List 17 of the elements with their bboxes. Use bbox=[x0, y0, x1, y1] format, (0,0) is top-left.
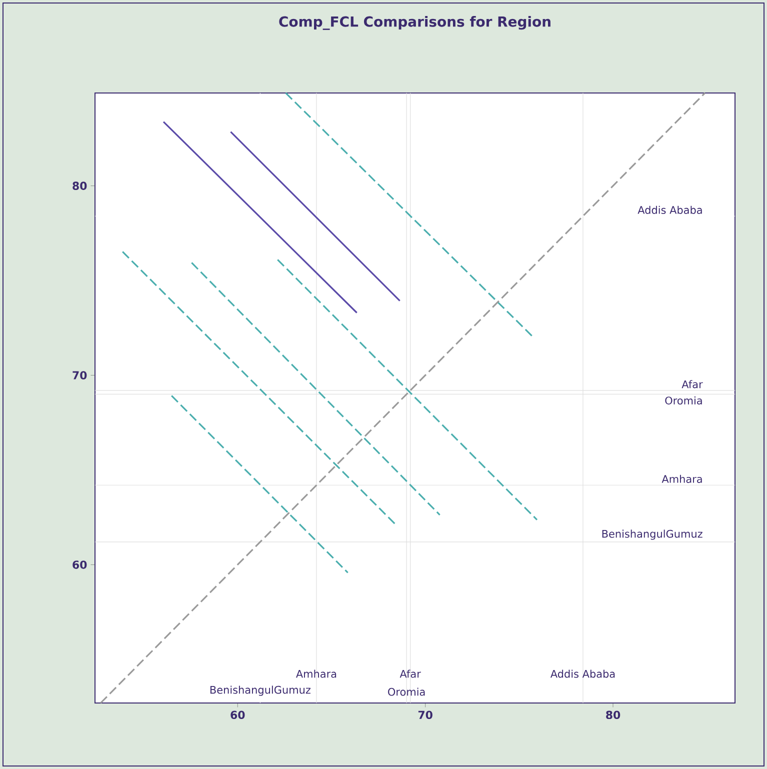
ref-line-label: Amhara bbox=[662, 474, 702, 483]
ref-line-label: Amhara bbox=[296, 670, 336, 678]
ref-line-label: Afar bbox=[682, 380, 703, 388]
x-tick-label: 70 bbox=[418, 710, 432, 720]
ref-line-label: Addis Ababa bbox=[638, 206, 702, 214]
y-tick-label: 80 bbox=[72, 182, 87, 190]
ref-line-label: BenishangulGumuz bbox=[602, 530, 702, 540]
y-tick-label: 70 bbox=[72, 371, 87, 380]
ref-line-label: BenishangulGumuz bbox=[210, 686, 310, 696]
ref-line-label: Afar bbox=[400, 670, 421, 678]
x-tick-label: 60 bbox=[230, 710, 245, 720]
ref-line-label: Oromia bbox=[388, 688, 425, 696]
y-tick-label: 60 bbox=[72, 560, 87, 569]
ref-line-label: Addis Ababa bbox=[550, 670, 615, 678]
ref-line-label: Oromia bbox=[665, 396, 702, 404]
x-tick-label: 80 bbox=[606, 710, 620, 720]
chart-title: Comp_FCL Comparisons for Region bbox=[279, 16, 550, 30]
